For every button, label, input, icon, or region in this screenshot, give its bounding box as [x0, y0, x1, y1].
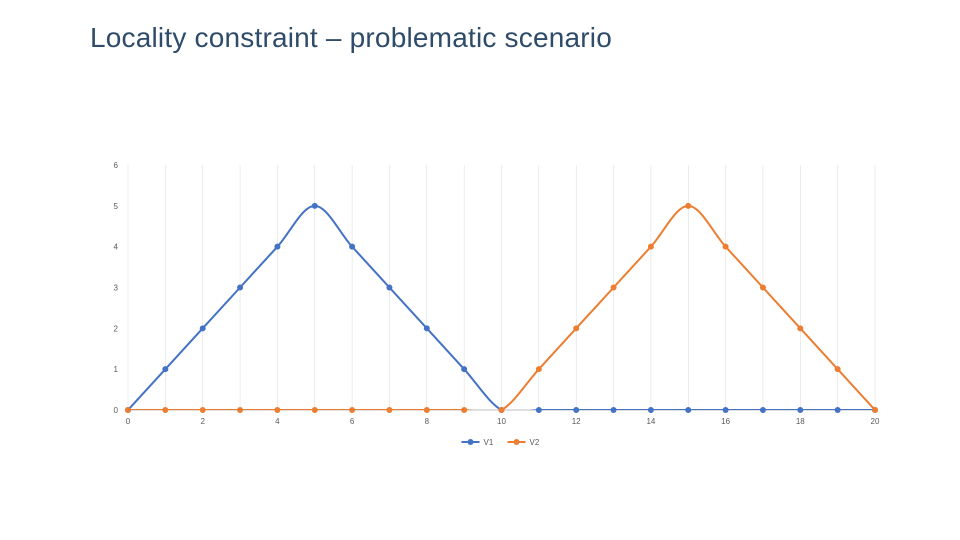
- series-marker-V1: [835, 407, 841, 413]
- series-marker-V2: [872, 407, 878, 413]
- series-marker-V1: [573, 407, 579, 413]
- y-tick-label: 4: [114, 243, 119, 252]
- y-tick-label: 6: [114, 161, 119, 170]
- y-tick-label: 1: [114, 365, 119, 374]
- series-marker-V2: [237, 407, 243, 413]
- series-marker-V1: [162, 366, 168, 372]
- line-chart: 012345602468101214161820V1V2: [100, 160, 880, 460]
- series-marker-V2: [760, 285, 766, 291]
- legend: V1 V2: [462, 438, 540, 447]
- series-marker-V2: [648, 244, 654, 250]
- series-marker-V2: [835, 366, 841, 372]
- x-tick-label: 14: [646, 417, 655, 426]
- x-tick-label: 10: [497, 417, 506, 426]
- series-marker-V2: [200, 407, 206, 413]
- x-tick-label: 20: [871, 417, 880, 426]
- series-marker-V1: [386, 285, 392, 291]
- series-marker-V1: [200, 325, 206, 331]
- legend-label-V1: V1: [484, 438, 494, 447]
- x-tick-label: 8: [425, 417, 430, 426]
- series-marker-V2: [611, 285, 617, 291]
- x-tick-label: 2: [200, 417, 205, 426]
- series-marker-V1: [723, 407, 729, 413]
- series-marker-V2: [312, 407, 318, 413]
- x-tick-label: 16: [721, 417, 730, 426]
- legend-label-V2: V2: [530, 438, 540, 447]
- series-marker-V2: [723, 244, 729, 250]
- series-marker-V2: [536, 366, 542, 372]
- series-marker-V1: [312, 203, 318, 209]
- series-marker-V1: [424, 325, 430, 331]
- x-tick-label: 4: [275, 417, 280, 426]
- series-marker-V1: [611, 407, 617, 413]
- series-marker-V1: [349, 244, 355, 250]
- x-tick-label: 6: [350, 417, 355, 426]
- series-marker-V2: [274, 407, 280, 413]
- page-title: Locality constraint – problematic scenar…: [90, 22, 612, 54]
- series-marker-V1: [536, 407, 542, 413]
- series-marker-V1: [797, 407, 803, 413]
- x-tick-label: 0: [126, 417, 131, 426]
- series-marker-V2: [685, 203, 691, 209]
- series-marker-V1: [461, 366, 467, 372]
- y-tick-label: 5: [114, 202, 119, 211]
- x-tick-label: 12: [572, 417, 581, 426]
- series-marker-V1: [685, 407, 691, 413]
- x-tick-label: 18: [796, 417, 805, 426]
- series-marker-V2: [797, 325, 803, 331]
- y-tick-label: 0: [114, 406, 119, 415]
- series-marker-V1: [237, 285, 243, 291]
- series-marker-V2: [125, 407, 131, 413]
- series-marker-V2: [349, 407, 355, 413]
- series-marker-V1: [274, 244, 280, 250]
- y-tick-label: 3: [114, 284, 119, 293]
- series-marker-V2: [424, 407, 430, 413]
- series-marker-V2: [386, 407, 392, 413]
- series-marker-V2: [573, 325, 579, 331]
- series-marker-V2: [461, 407, 467, 413]
- series-marker-V2: [162, 407, 168, 413]
- series-marker-V2: [499, 407, 505, 413]
- series-marker-V1: [648, 407, 654, 413]
- y-tick-label: 2: [114, 324, 119, 333]
- series-marker-V1: [760, 407, 766, 413]
